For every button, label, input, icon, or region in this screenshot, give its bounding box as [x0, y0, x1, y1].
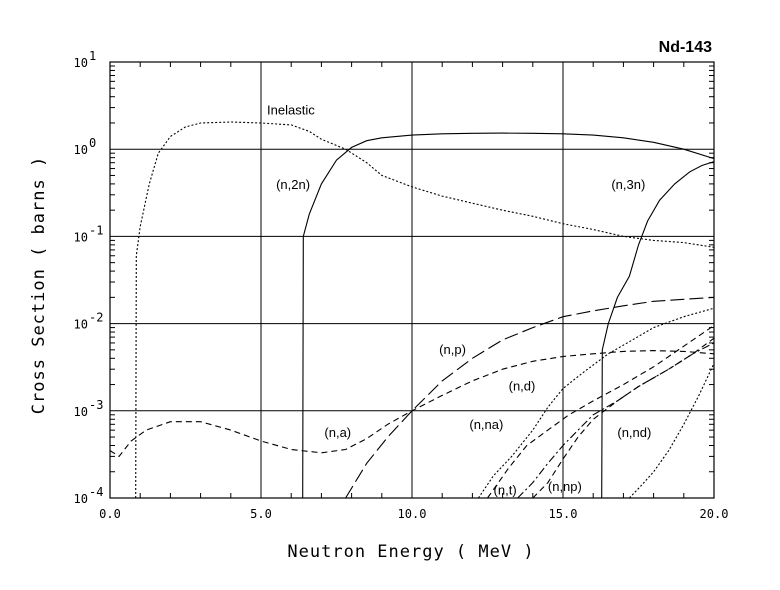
curve-label-n-t: (n,t): [494, 482, 517, 497]
y-axis-title: Cross Section ( barns ): [29, 156, 49, 414]
series-line-n-3n: [601, 161, 715, 499]
x-tick-label: 10.0: [398, 507, 427, 521]
y-tick-base: 10: [74, 405, 88, 419]
y-tick-label: 10 -1: [74, 223, 104, 244]
y-tick-exponent: -1: [89, 223, 103, 237]
x-axis-title: Neutron Energy ( MeV ): [287, 542, 534, 562]
series-line-n-p: [345, 296, 715, 499]
chart-title: Nd-143: [659, 39, 712, 56]
curve-label-n-2n: (n,2n): [276, 177, 310, 192]
x-tick-label: 5.0: [250, 507, 272, 521]
y-tick-label: 10 1: [74, 49, 97, 70]
y-tick-label: 10 -3: [74, 398, 104, 419]
curve-label-n-d: (n,d): [509, 379, 536, 394]
curve-label-n-na: (n,na): [469, 417, 503, 432]
y-tick-exponent: -3: [89, 398, 103, 412]
x-tick-label: 15.0: [549, 507, 578, 521]
curve-label-n-a: (n,a): [324, 425, 351, 440]
series-line-n-2n: [302, 132, 715, 499]
y-tick-base: 10: [74, 143, 88, 157]
curve-label-n-nd: (n,nd): [617, 425, 651, 440]
y-tick-exponent: -4: [89, 485, 103, 499]
y-tick-exponent: 1: [89, 49, 96, 63]
y-tick-base: 10: [74, 230, 88, 244]
series-line-inelastic: [135, 121, 715, 499]
curve-label-n-p: (n,p): [439, 342, 466, 357]
series-line-n-np: [532, 337, 715, 499]
plot-frame: [109, 61, 715, 499]
series-layer: [109, 121, 715, 499]
y-tick-label: 10 0: [74, 136, 97, 157]
y-tick-base: 10: [74, 318, 88, 332]
series-line-n-na: [487, 325, 715, 499]
series-line-n-t: [517, 342, 715, 499]
x-tick-label: 0.0: [99, 507, 121, 521]
grid-lines: [109, 62, 715, 498]
curve-label-inelastic: Inelastic: [267, 102, 315, 117]
y-tick-exponent: -2: [89, 311, 103, 325]
curve-label-n-3n: (n,3n): [611, 177, 645, 192]
y-tick-label: 10 -2: [74, 311, 104, 332]
series-line-n-nd: [629, 363, 715, 499]
curve-label-n-np: (n,np): [548, 479, 582, 494]
x-tick-label: 20.0: [700, 507, 729, 521]
y-tick-label: 10 -4: [74, 485, 104, 506]
y-tick-exponent: 0: [89, 136, 96, 150]
y-tick-base: 10: [74, 56, 88, 70]
x-tick-labels: 0.0 5.0 10.0 15.0 20.0: [99, 507, 728, 521]
curve-label-layer: Inelastic (n,2n) (n,3n) (n,p) (n,d) (n,a) (n,n…: [267, 102, 651, 497]
series-line-n-d: [477, 307, 715, 499]
y-tick-base: 10: [74, 492, 88, 506]
series-line-n-a: [109, 350, 715, 458]
